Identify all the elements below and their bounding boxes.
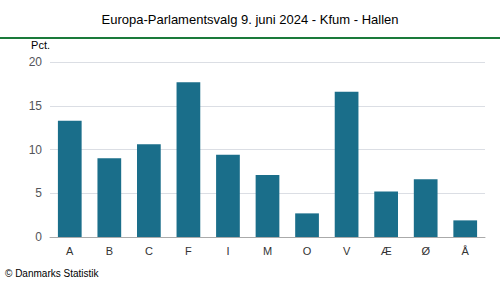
svg-text:Ø: Ø <box>421 245 430 257</box>
svg-text:Æ: Æ <box>381 245 392 257</box>
svg-text:A: A <box>66 245 74 257</box>
svg-text:10: 10 <box>29 143 43 157</box>
svg-text:0: 0 <box>35 230 42 244</box>
svg-text:15: 15 <box>29 99 43 113</box>
svg-text:© Danmarks Statistik: © Danmarks Statistik <box>5 268 100 279</box>
svg-text:Europa-Parlamentsvalg 9. juni: Europa-Parlamentsvalg 9. juni 2024 - Kfu… <box>102 12 399 27</box>
svg-text:Å: Å <box>462 245 470 257</box>
svg-text:I: I <box>226 245 229 257</box>
svg-text:20: 20 <box>29 55 43 69</box>
svg-text:C: C <box>145 245 153 257</box>
svg-text:M: M <box>263 245 272 257</box>
svg-text:B: B <box>106 245 113 257</box>
svg-text:5: 5 <box>35 186 42 200</box>
svg-text:O: O <box>303 245 312 257</box>
svg-text:F: F <box>185 245 192 257</box>
svg-text:V: V <box>343 245 351 257</box>
svg-text:Pct.: Pct. <box>31 39 50 51</box>
